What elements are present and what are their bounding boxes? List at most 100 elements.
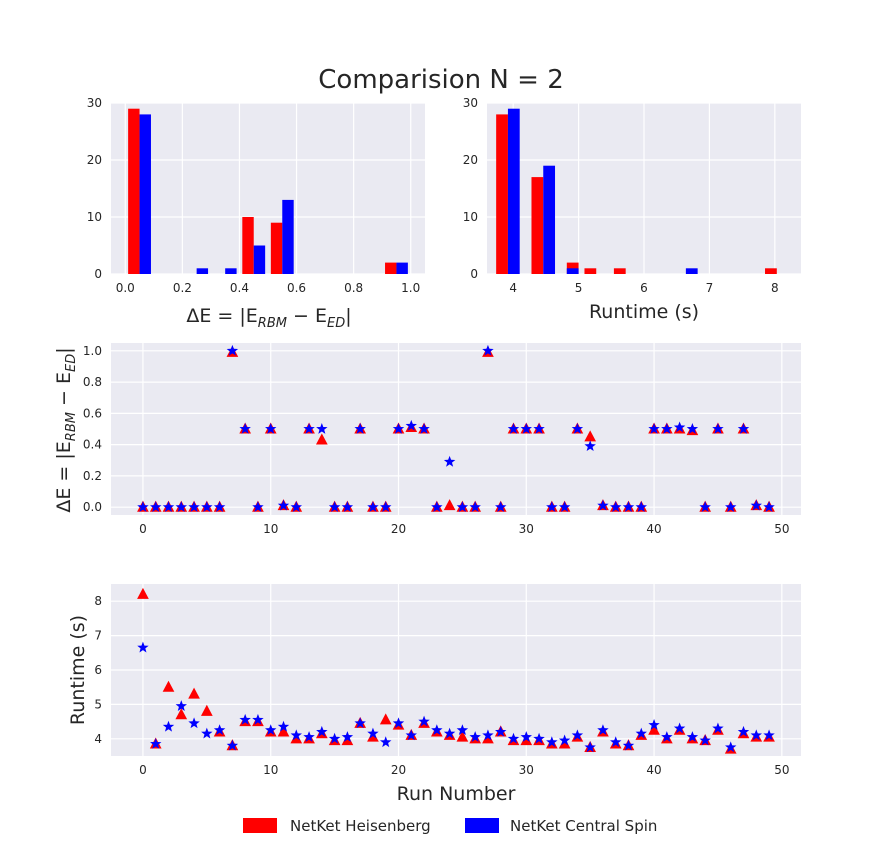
histogram-bar (128, 108, 140, 274)
star-marker (686, 731, 699, 742)
star-marker (175, 700, 187, 711)
star-marker (290, 501, 302, 513)
grid (111, 102, 425, 275)
star-marker (725, 741, 737, 753)
star-marker (686, 423, 699, 434)
star-marker (712, 423, 724, 434)
histogram-bar (765, 268, 777, 274)
star-marker (392, 717, 405, 729)
star-marker (188, 501, 200, 513)
histogram-runtime-panel: 4 5 6 7 8 0 10 20 30 Runtime (s) (463, 96, 801, 323)
y-tick-label: 1.0 (83, 344, 102, 358)
histogram-bar (253, 245, 266, 274)
triangle-marker (443, 499, 456, 511)
x-tick-label: 40 (646, 763, 661, 777)
histogram-bar (242, 217, 254, 274)
bars (128, 108, 408, 275)
y-axis-label: ΔE = |ERBM − EED| (53, 347, 79, 512)
x-tick-label: 40 (646, 522, 661, 536)
star-marker (277, 720, 290, 732)
histogram-bar (196, 268, 209, 274)
star-marker (725, 501, 737, 513)
star-marker (558, 734, 571, 746)
star-marker (150, 737, 162, 749)
x-tick-label: 1.0 (401, 281, 420, 295)
star-marker (622, 501, 635, 513)
star-marker (277, 499, 290, 511)
star-marker (737, 725, 750, 737)
triangle-marker (315, 433, 328, 445)
y-tick-label: 6 (94, 663, 102, 677)
x-tick-label: 30 (519, 522, 534, 536)
star-marker (137, 641, 149, 653)
triangle-marker (584, 430, 597, 442)
triangle-marker (648, 723, 660, 735)
star-marker (175, 501, 187, 513)
star-marker (380, 736, 392, 748)
star-marker (162, 501, 175, 513)
star-marker (648, 423, 660, 434)
histogram-bar (531, 177, 544, 274)
x-tick-label: 50 (774, 763, 789, 777)
histogram-bar (396, 262, 408, 274)
x-tick-label: 0.8 (344, 281, 363, 295)
star-marker (482, 344, 494, 356)
star-marker (150, 501, 162, 513)
star-marker (431, 501, 443, 513)
plot-area (111, 343, 801, 515)
star-marker (737, 423, 750, 434)
star-marker (584, 741, 596, 753)
star-marker (188, 717, 200, 729)
legend: NetKet Heisenberg NetKet Central Spin (243, 817, 657, 835)
star-marker (354, 423, 366, 434)
y-tick-labels: 0.0 0.2 0.4 0.6 0.8 1.0 (83, 344, 102, 514)
x-tick-label: 0 (139, 522, 147, 536)
star-marker (469, 731, 481, 742)
triangle-marker (456, 730, 469, 742)
star-marker (239, 713, 251, 725)
star-marker (533, 732, 545, 744)
y-tick-label: 5 (94, 697, 102, 711)
star-marker (431, 724, 443, 736)
histogram-bar (225, 268, 237, 274)
x-tick-label: 4 (509, 281, 517, 295)
x-tick-label: 8 (771, 281, 779, 295)
star-marker (252, 713, 264, 725)
star-marker (226, 344, 239, 356)
histogram-bar (566, 268, 579, 274)
star-marker (546, 501, 558, 513)
star-marker (558, 501, 571, 513)
star-marker (354, 717, 366, 729)
x-tick-label: 10 (263, 763, 278, 777)
x-tick-label: 0.0 (116, 281, 135, 295)
x-tick-label: 5 (575, 281, 583, 295)
star-marker (520, 731, 532, 742)
star-marker (699, 501, 711, 513)
x-axis-label: Runtime (s) (589, 301, 699, 323)
histogram-bar (613, 268, 626, 274)
y-tick-labels: 0 10 20 30 (87, 96, 102, 281)
star-marker (520, 423, 532, 434)
star-marker (750, 499, 762, 511)
star-marker (443, 455, 456, 467)
histogram-bar (496, 114, 508, 275)
star-marker (252, 501, 264, 513)
star-marker (597, 724, 609, 736)
star-marker (341, 731, 354, 742)
histogram-bar (270, 222, 283, 274)
star-marker (584, 440, 596, 452)
y-tick-label: 0.4 (83, 438, 102, 452)
y-tick-label: 30 (463, 96, 478, 110)
x-tick-label: 6 (640, 281, 648, 295)
x-tick-label: 0.6 (287, 281, 306, 295)
star-marker (622, 739, 635, 751)
star-marker (162, 720, 175, 732)
x-axis-label: ΔE = |ERBM − EED| (186, 305, 351, 331)
y-tick-labels: 0 10 20 30 (463, 96, 478, 281)
x-tick-labels: 4 5 6 7 8 (509, 281, 778, 295)
histogram-bar (385, 262, 397, 274)
star-marker (380, 501, 392, 513)
star-marker (418, 423, 430, 434)
star-marker (303, 731, 315, 742)
y-tick-label: 10 (463, 210, 478, 224)
